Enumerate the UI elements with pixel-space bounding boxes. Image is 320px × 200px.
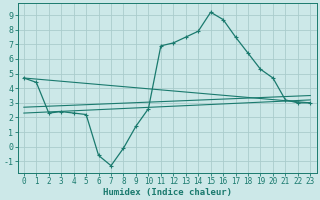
X-axis label: Humidex (Indice chaleur): Humidex (Indice chaleur) (103, 188, 232, 197)
